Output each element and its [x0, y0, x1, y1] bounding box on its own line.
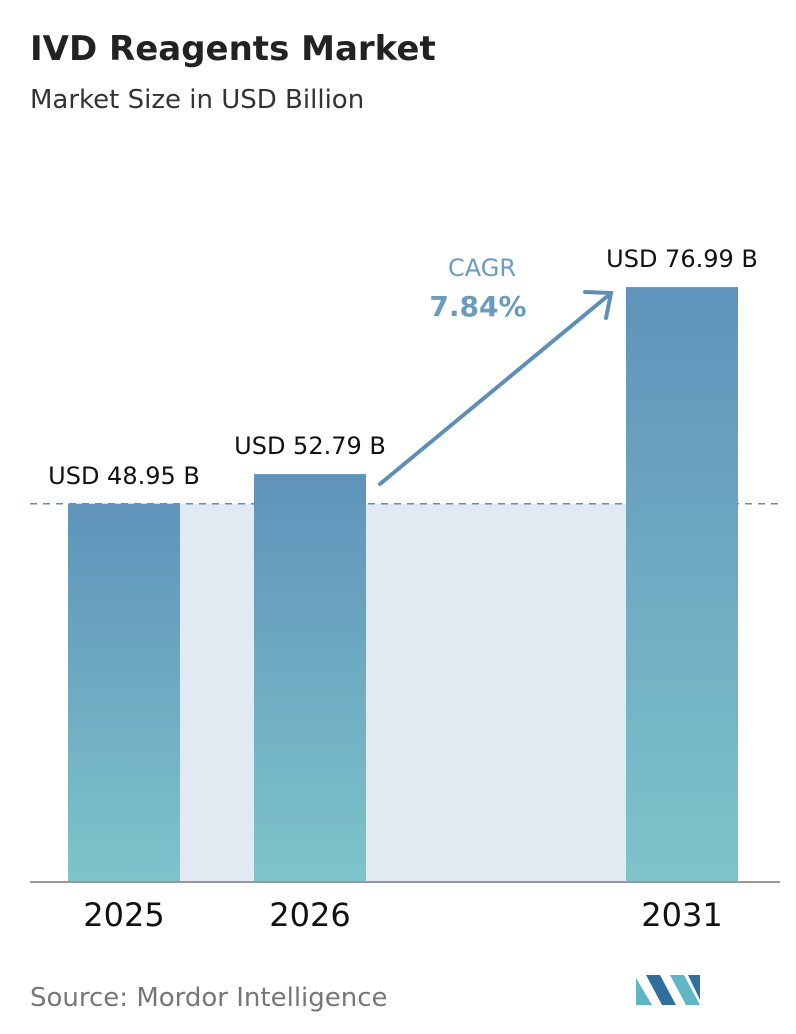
bar	[68, 503, 180, 882]
value-label: USD 48.95 B	[48, 462, 200, 490]
cagr-label: CAGR	[448, 254, 516, 282]
chart-title: IVD Reagents Market	[30, 29, 436, 69]
bar	[254, 474, 366, 882]
cagr-value: 7.84%	[429, 290, 526, 323]
bar	[626, 287, 738, 882]
x-tick-label: 2026	[269, 896, 350, 934]
value-label: USD 76.99 B	[606, 245, 758, 273]
source: Source: Mordor Intelligence	[30, 983, 388, 1013]
logo	[636, 975, 700, 1005]
cagr-arrow	[378, 290, 614, 486]
value-label: USD 52.79 B	[234, 432, 386, 460]
chart-subtitle: Market Size in USD Billion	[30, 85, 364, 115]
x-tick-label: 2031	[641, 896, 722, 934]
plot-area: USD 48.95 B 2025 USD 52.79 B 2026 USD 76.99 …	[30, 245, 782, 934]
x-tick-label: 2025	[83, 896, 164, 934]
